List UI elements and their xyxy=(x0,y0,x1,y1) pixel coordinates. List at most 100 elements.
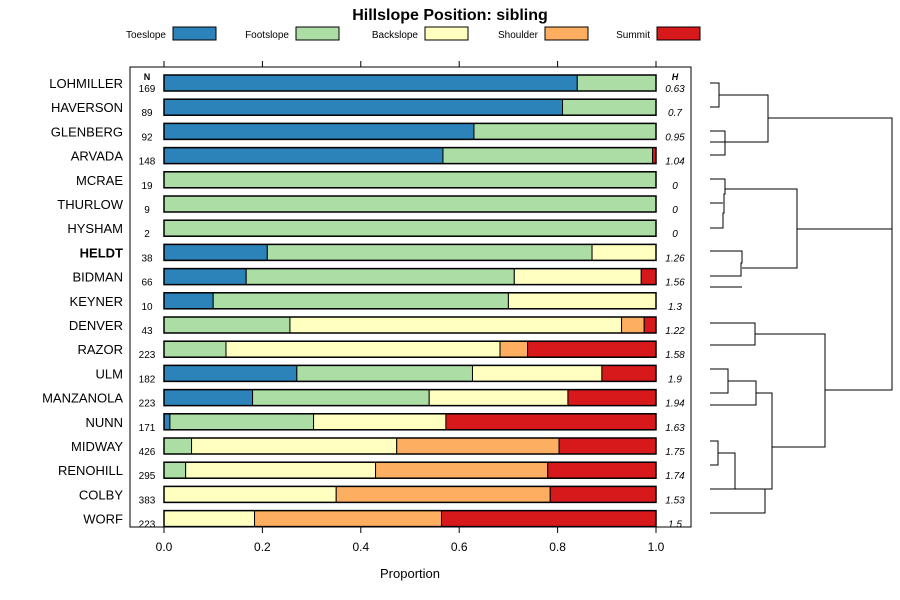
bar-segment-backslope xyxy=(591,243,657,261)
x-tick-label: 0.0 xyxy=(156,540,173,554)
bar-segment-summit xyxy=(547,461,657,479)
dendrogram-branch xyxy=(710,82,720,108)
row-razor: RAZOR 223 1.58 xyxy=(78,340,685,361)
bar-segment-shoulder xyxy=(335,485,551,503)
bar-segment-footslope xyxy=(163,461,187,479)
h-value: 1.56 xyxy=(665,278,685,289)
h-value: 1.58 xyxy=(665,350,685,361)
row-label: NUNN xyxy=(85,415,123,430)
bar-segment-footslope xyxy=(442,147,654,165)
legend-swatch-backslope xyxy=(424,26,469,41)
h-value: 0 xyxy=(672,205,678,216)
row-label: GLENBERG xyxy=(51,124,123,139)
bar-segment-backslope xyxy=(225,340,501,358)
bar-segment-toeslope xyxy=(163,268,247,286)
row-label: COLBY xyxy=(79,487,123,502)
row-label: KEYNER xyxy=(70,294,123,309)
dendrogram-branch xyxy=(710,130,726,156)
row-ulm: ULM 182 1.9 xyxy=(96,364,682,385)
n-value: 43 xyxy=(141,326,153,337)
h-value: 0.95 xyxy=(665,132,685,143)
x-tick-label: 0.4 xyxy=(352,540,369,554)
dendrogram-branch xyxy=(710,440,719,466)
dendrogram-branch xyxy=(755,333,826,448)
bar-outline xyxy=(163,364,657,383)
bar-segment-footslope xyxy=(266,243,593,261)
h-value: 1.74 xyxy=(665,471,685,482)
bar-segment-shoulder xyxy=(499,340,529,358)
n-value: 148 xyxy=(139,157,156,168)
h-value: 1.3 xyxy=(668,302,682,313)
row-label: MIDWAY xyxy=(71,439,123,454)
bar-segment-backslope xyxy=(163,510,256,528)
bar-segment-footslope xyxy=(576,74,657,92)
legend-swatch-summit xyxy=(656,26,701,41)
n-value: 171 xyxy=(139,423,156,434)
bar-segment-toeslope xyxy=(163,389,254,407)
h-column-header: H xyxy=(672,72,679,82)
bar-segment-footslope xyxy=(169,413,315,431)
bar-segment-footslope xyxy=(212,292,509,310)
bar-segment-summit xyxy=(527,340,657,358)
h-value: 1.9 xyxy=(668,374,682,385)
bar-segment-toeslope xyxy=(163,98,564,116)
dendrogram-branch xyxy=(710,322,756,346)
row-label: LOHMILLER xyxy=(49,76,123,91)
row-label: WORF xyxy=(83,512,123,527)
bar-segment-toeslope xyxy=(163,364,298,382)
bar-segment-footslope xyxy=(562,98,657,116)
row-colby: COLBY 383 1.53 xyxy=(79,485,685,506)
legend: Toeslope Footslope Backslope Shoulder Summit xyxy=(126,26,701,41)
legend-label-shoulder: Shoulder xyxy=(498,30,539,41)
row-denver: DENVER 43 1.22 xyxy=(69,316,685,337)
bar-segment-summit xyxy=(567,389,657,407)
x-axis: 0.0 0.2 0.4 0.6 0.8 1.0 xyxy=(156,61,665,554)
n-value: 2 xyxy=(144,229,150,240)
bar-segment-shoulder xyxy=(375,461,549,479)
bar-segment-backslope xyxy=(507,292,657,310)
bar-segment-backslope xyxy=(289,316,623,334)
row-label: RAZOR xyxy=(78,342,124,357)
row-label: HAVERSON xyxy=(51,100,123,115)
bar-segment-summit xyxy=(549,485,657,503)
x-tick-label: 0.6 xyxy=(451,540,468,554)
bar-segment-footslope xyxy=(252,389,430,407)
bar-outline xyxy=(163,509,657,528)
row-mcrae: MCRAE 19 0 xyxy=(76,171,678,192)
row-label: ARVADA xyxy=(71,149,124,164)
bar-segment-shoulder xyxy=(254,510,442,528)
row-worf: WORF 223 1.5 xyxy=(83,509,682,531)
h-value: 0.63 xyxy=(665,84,685,95)
dendrogram-branch xyxy=(765,447,773,490)
h-value: 1.63 xyxy=(665,423,685,434)
row-keyner: KEYNER 10 1.3 xyxy=(70,292,682,313)
x-tick-label: 0.8 xyxy=(549,540,566,554)
dendrogram-branch xyxy=(710,250,743,277)
row-label: HELDT xyxy=(80,245,123,260)
bar-segment-footslope xyxy=(163,171,657,189)
row-glenberg: GLENBERG 92 0.95 xyxy=(51,122,685,143)
x-tick-label: 1.0 xyxy=(648,540,665,554)
legend-swatch-footslope xyxy=(295,26,340,41)
bar-segment-toeslope xyxy=(163,413,171,431)
chart-title: Hillslope Position: sibling xyxy=(352,7,548,24)
legend-swatch-shoulder xyxy=(544,26,589,41)
bar-segment-shoulder xyxy=(621,316,645,334)
n-value: 38 xyxy=(141,253,153,264)
legend-swatch-toeslope xyxy=(172,26,217,41)
row-lohmiller: LOHMILLER 169 0.63 xyxy=(49,74,685,95)
bar-outline xyxy=(163,437,657,455)
h-value: 1.94 xyxy=(665,399,685,410)
h-value: 0.7 xyxy=(668,108,682,119)
bar-segment-summit xyxy=(643,316,657,334)
bar-segment-shoulder xyxy=(396,437,560,455)
dendrogram-branch xyxy=(768,117,893,230)
row-label: DENVER xyxy=(69,318,123,333)
dendrogram-branch xyxy=(825,229,893,391)
row-label: HYSHAM xyxy=(67,221,123,236)
n-value: 66 xyxy=(141,278,153,289)
h-value: 1.75 xyxy=(665,447,685,458)
n-value: 223 xyxy=(139,520,156,531)
